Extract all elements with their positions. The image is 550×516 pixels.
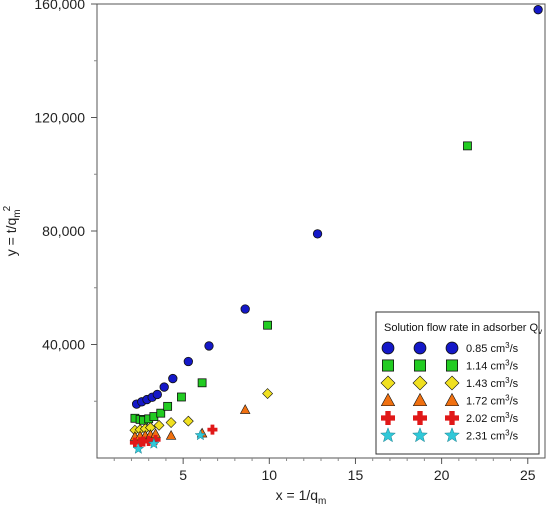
y-tick-label: 40,000: [42, 337, 85, 353]
legend-marker-star: [380, 427, 396, 443]
data-point-square: [177, 392, 186, 402]
data-point-diamond: [153, 419, 165, 431]
legend-marker-circle: [381, 341, 395, 355]
legend-marker-diamond: [444, 375, 460, 391]
data-marks: [129, 5, 543, 454]
data-point-square: [263, 320, 272, 330]
legend-marker-circle: [413, 341, 427, 355]
x-tick-label: 5: [179, 467, 187, 483]
legend-marker-square: [413, 359, 426, 372]
legend-marker-plus: [381, 411, 395, 425]
data-point-circle: [204, 341, 214, 351]
data-point-circle: [159, 382, 169, 392]
data-point-square: [156, 408, 166, 418]
y-tick-label: 120,000: [34, 110, 85, 126]
y-tick-label: 80,000: [42, 223, 85, 239]
data-point-diamond: [165, 417, 177, 428]
data-point-square: [197, 378, 207, 388]
legend-marker-plus: [413, 411, 427, 425]
x-axis-title: x = 1/qm: [276, 487, 327, 507]
axes-group: 5 10 15 20 25 40,000 80,000 120,000 160,000 x = 1…: [2, 0, 546, 507]
legend-marker-triangle: [444, 392, 460, 407]
legend-label: 2.02 cm3/s: [466, 411, 519, 425]
data-point-square: [463, 141, 472, 151]
x-tick-label: 20: [434, 467, 450, 483]
legend-marker-diamond: [412, 375, 428, 391]
data-point-diamond: [182, 415, 194, 427]
data-point-diamond: [262, 388, 274, 400]
legend-label: 1.72 cm3/s: [466, 394, 519, 408]
legend-label: 1.14 cm3/s: [466, 359, 519, 373]
legend-marker-diamond: [380, 375, 396, 391]
data-point-plus: [138, 436, 149, 447]
data-point-star: [132, 442, 145, 454]
data-point-circle: [152, 389, 162, 400]
legend-marker-star: [412, 427, 428, 443]
data-point-star: [194, 429, 207, 441]
x-tick-label: 10: [262, 467, 278, 483]
x-tick-label: 25: [520, 467, 536, 483]
x-tick-label: 15: [348, 467, 364, 483]
legend-marker-triangle: [412, 392, 428, 407]
data-point-plus: [207, 424, 218, 435]
legend-marker-triangle: [380, 392, 396, 407]
y-axis-title: y = t/qm2: [2, 205, 23, 256]
data-point-plus: [143, 435, 154, 446]
data-point-plus: [150, 434, 161, 445]
data-point-circle: [183, 356, 193, 367]
y-tick-label: 160,000: [34, 0, 85, 12]
legend-label: 2.31 cm3/s: [466, 429, 519, 443]
legend-label: 1.43 cm3/s: [466, 376, 519, 390]
legend: Solution flow rate in adsorber Qv 0.85 cm…: [375, 311, 542, 455]
legend-marker-circle: [445, 341, 459, 355]
data-point-triangle: [165, 429, 177, 440]
data-point-circle: [312, 229, 323, 239]
data-point-circle: [533, 5, 543, 15]
data-point-circle: [240, 304, 250, 314]
data-point-star: [147, 437, 160, 449]
legend-title: Solution flow rate in adsorber Qv: [384, 322, 542, 336]
legend-marker-star: [444, 427, 460, 443]
legend-marker-square: [445, 359, 458, 372]
legend-marker-plus: [445, 411, 459, 425]
data-point-triangle: [239, 404, 251, 414]
data-point-circle: [168, 373, 178, 384]
data-point-square: [163, 401, 173, 411]
legend-label: 0.85 cm3/s: [466, 341, 519, 355]
legend-marker-square: [381, 359, 394, 372]
data-point-plus: [129, 437, 140, 448]
